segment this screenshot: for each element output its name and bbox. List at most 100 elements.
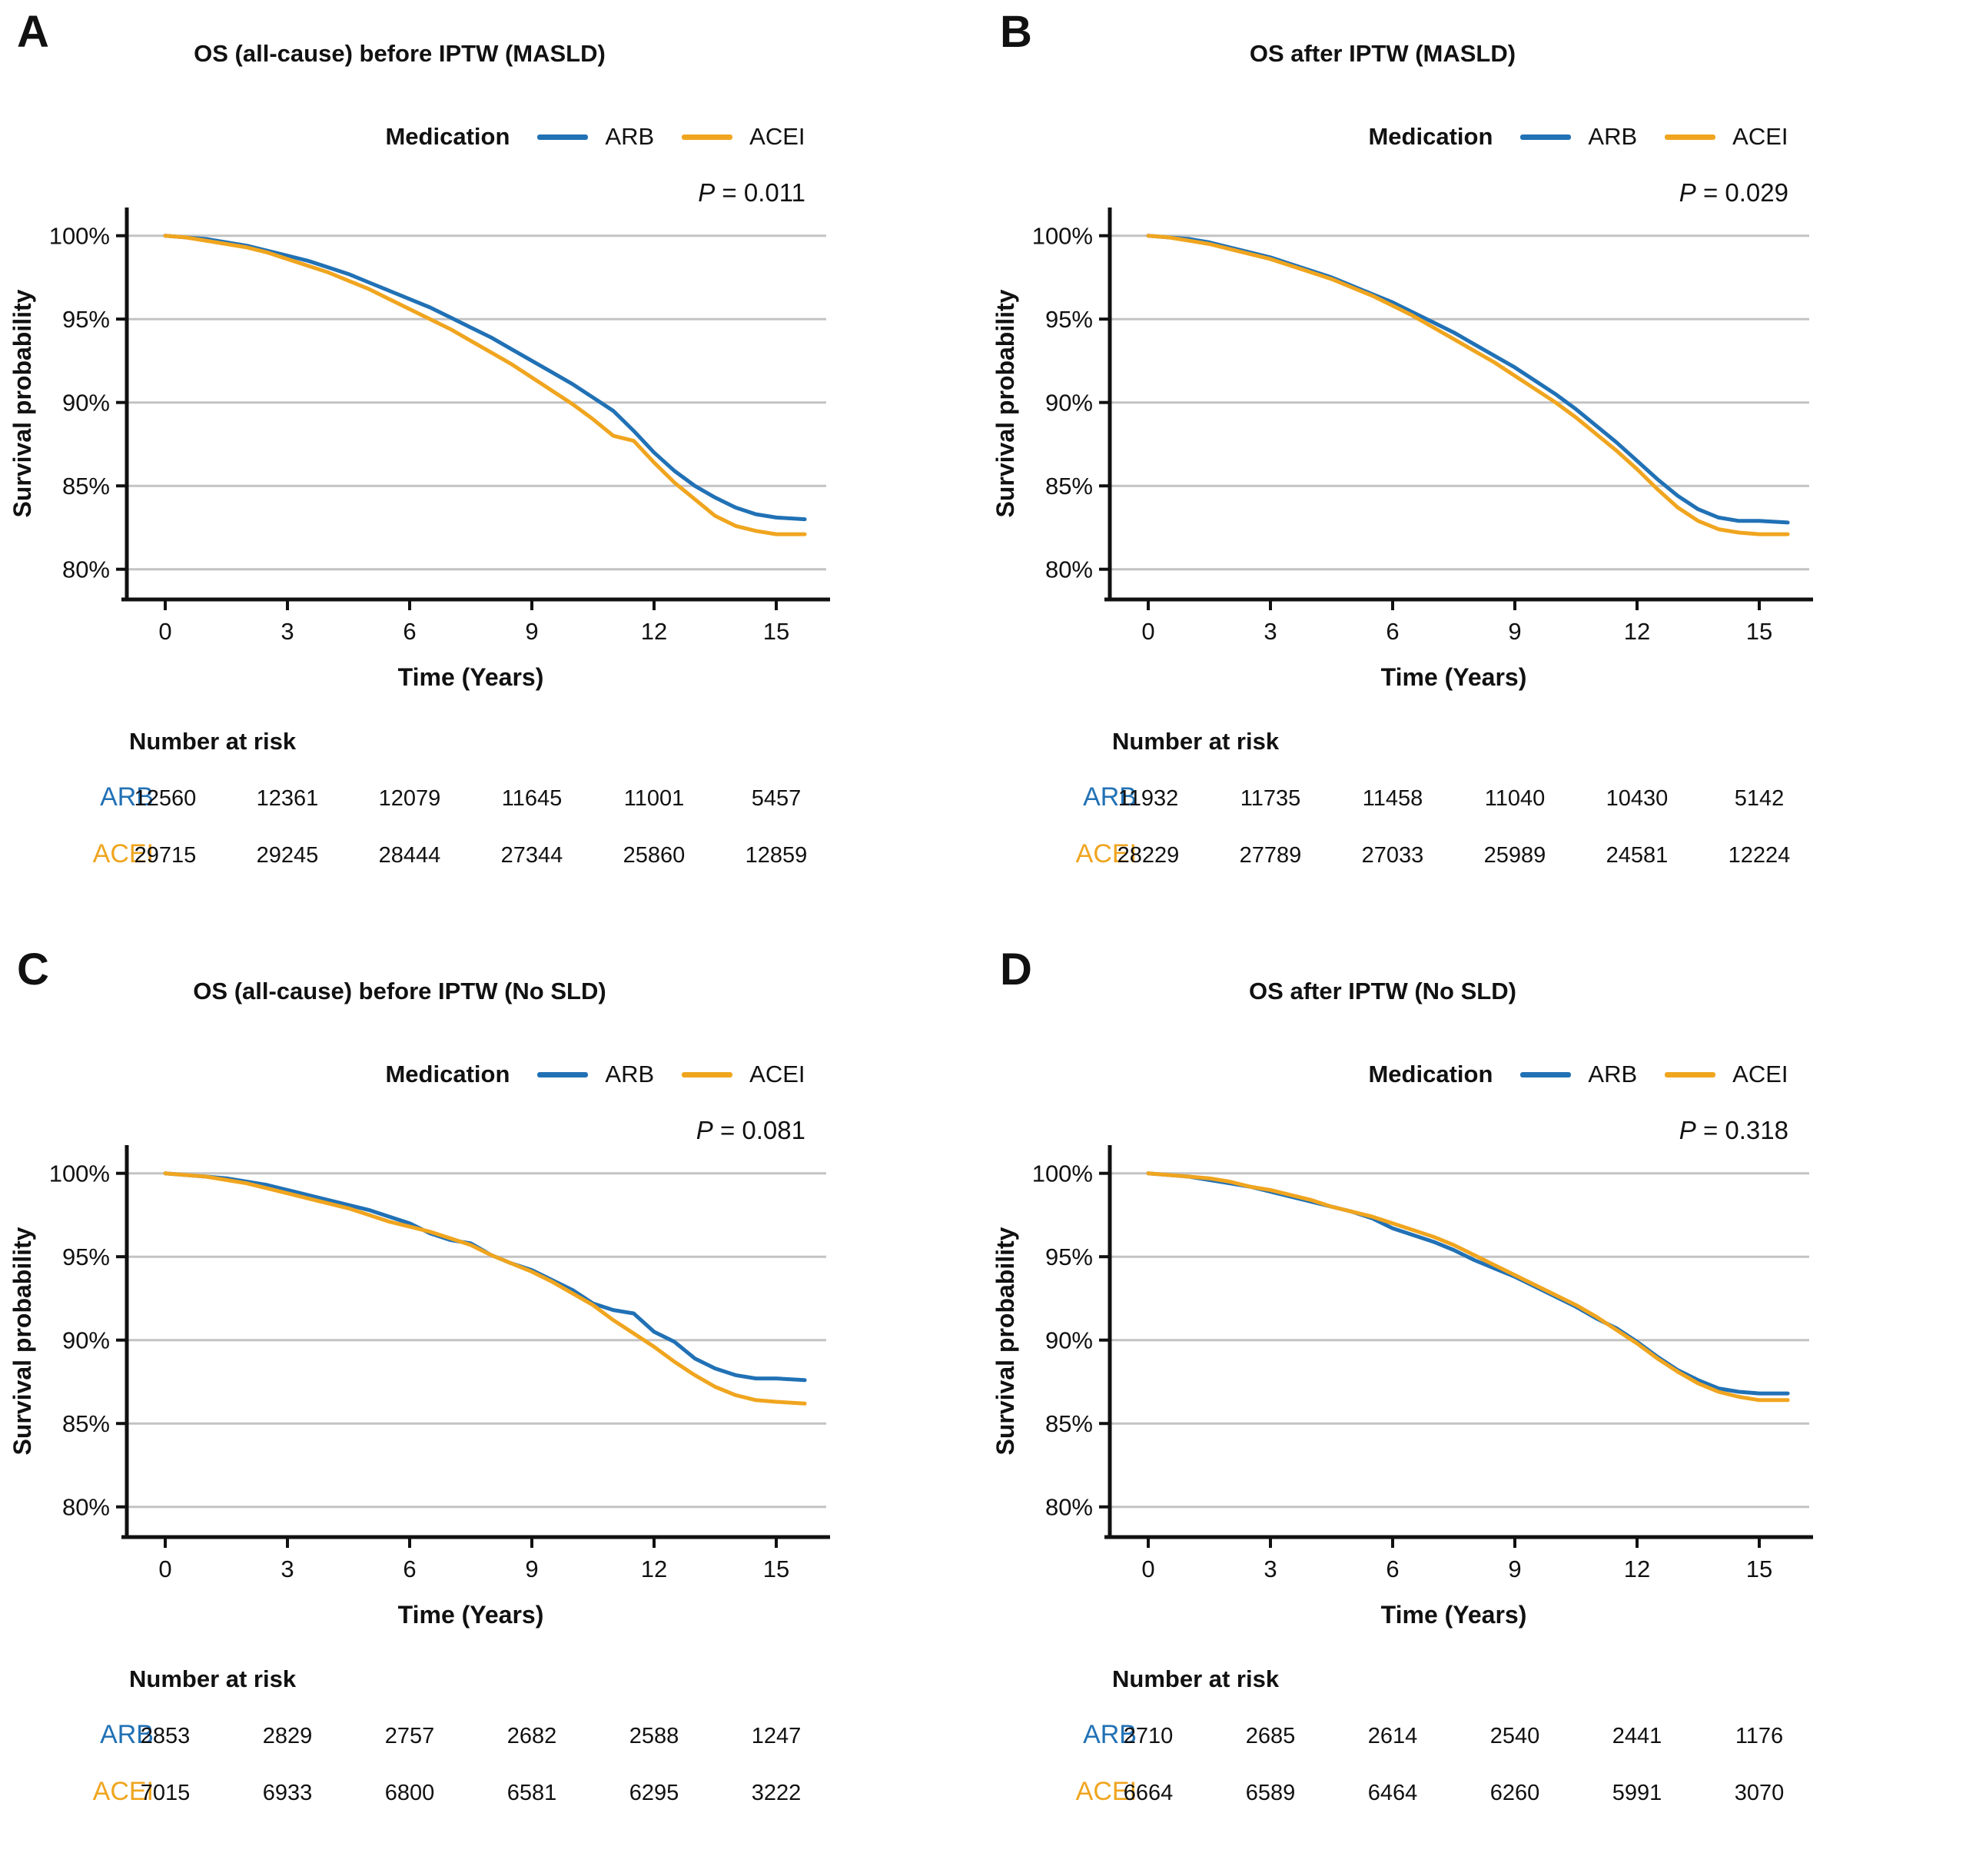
risk-count-acei-t12: 6295 <box>629 1781 679 1805</box>
risk-count-acei-t15: 12859 <box>746 843 808 868</box>
risk-count-arb-t0: 2853 <box>141 1724 191 1748</box>
y-tick-label: 85% <box>1045 473 1093 500</box>
x-axis-title: Time (Years) <box>398 1601 544 1629</box>
x-tick-label: 15 <box>1746 618 1772 645</box>
legend-item-acei: ACEI <box>682 123 805 151</box>
y-tick-label: 100% <box>49 223 110 250</box>
legend-label-acei: ACEI <box>1732 1061 1788 1087</box>
x-tick-label: 12 <box>641 1556 667 1582</box>
legend-item-arb: ARB <box>1520 1061 1637 1088</box>
risk-count-arb-t9: 2540 <box>1490 1724 1540 1748</box>
legend-label-arb: ARB <box>1588 1061 1638 1087</box>
y-axis-title: Survival probability <box>991 1227 1019 1455</box>
risk-count-arb-t12: 10430 <box>1606 786 1669 811</box>
y-tick-label: 80% <box>62 1494 110 1521</box>
risk-count-arb-t6: 2614 <box>1368 1724 1418 1748</box>
y-tick-label: 85% <box>62 1410 110 1437</box>
y-tick-label: 85% <box>62 473 110 500</box>
x-tick-label: 9 <box>525 1556 538 1582</box>
risk-count-arb-t15: 1247 <box>752 1724 802 1748</box>
legend-item-acei: ACEI <box>1665 1061 1788 1088</box>
acei-survival-curve <box>1146 234 1790 536</box>
risk-count-acei-t0: 28229 <box>1117 843 1180 868</box>
chart-title: OS (all-cause) before IPTW (No SLD) <box>193 978 606 1004</box>
risk-count-acei-t3: 29245 <box>257 843 319 868</box>
panel-letter: C <box>17 945 49 994</box>
risk-count-acei-t6: 6800 <box>385 1781 435 1805</box>
arb-survival-curve <box>1146 1171 1790 1396</box>
risk-count-acei-t12: 5991 <box>1612 1781 1662 1805</box>
risk-count-arb-t3: 2829 <box>263 1724 313 1748</box>
risk-table-title: Number at risk <box>1112 1665 1280 1692</box>
x-tick-label: 9 <box>1508 1556 1521 1582</box>
risk-row-label-arb: ARB <box>100 782 154 812</box>
y-tick-label: 90% <box>62 390 110 417</box>
y-tick-label: 80% <box>1045 1494 1093 1521</box>
medication-legend: Medication ARB ACEI <box>983 123 1966 151</box>
risk-table-title: Number at risk <box>1112 728 1280 755</box>
risk-count-arb-t6: 12079 <box>379 786 441 811</box>
legend-title: Medication <box>385 1061 510 1087</box>
risk-count-arb-t9: 2682 <box>507 1724 557 1748</box>
risk-row-label-arb: ARB <box>1083 1720 1137 1749</box>
y-tick-label: 80% <box>62 556 110 583</box>
medication-legend: Medication ARB ACEI <box>0 1061 983 1088</box>
risk-row-label-acei: ACEI <box>1076 1777 1137 1806</box>
risk-count-acei-t3: 6933 <box>263 1781 313 1805</box>
legend-label-arb: ARB <box>605 1061 655 1087</box>
arb-line-swatch <box>537 134 589 140</box>
acei-survival-curve <box>163 234 807 536</box>
panel-letter: A <box>17 7 49 57</box>
arb-line-swatch <box>1520 134 1572 140</box>
km-chart-d: 100% 95% 90% 85% 80% 0 3 6 9 12 15 Time (Years) Surv… <box>991 1116 1813 1806</box>
risk-table-title: Number at risk <box>129 1665 297 1692</box>
p-value: P = 0.011 <box>698 178 805 207</box>
risk-count-acei-t9: 6581 <box>507 1781 557 1805</box>
risk-count-acei-t9: 6260 <box>1490 1781 1540 1805</box>
km-chart-a: 100% 95% 90% 85% 80% 0 3 6 9 12 15 Time (Years) Surv… <box>8 178 830 868</box>
y-tick-label: 90% <box>1045 390 1093 417</box>
risk-count-arb-t3: 11735 <box>1240 786 1301 811</box>
x-tick-label: 15 <box>763 1556 789 1582</box>
legend-title: Medication <box>385 123 510 150</box>
y-tick-label: 85% <box>1045 1410 1093 1437</box>
x-tick-label: 12 <box>1624 1556 1650 1582</box>
risk-count-acei-t15: 12224 <box>1729 843 1791 868</box>
risk-count-arb-t12: 11001 <box>624 786 685 811</box>
x-tick-label: 3 <box>1264 618 1277 645</box>
y-tick-label: 95% <box>62 1243 110 1270</box>
risk-row-label-arb: ARB <box>100 1720 154 1749</box>
risk-count-acei-t15: 3070 <box>1735 1781 1785 1805</box>
y-tick-label: 90% <box>1045 1327 1093 1354</box>
risk-row-label-arb: ARB <box>1083 782 1137 812</box>
acei-survival-curve <box>1146 1171 1790 1403</box>
x-tick-label: 9 <box>1508 618 1521 645</box>
risk-row-label-acei: ACEI <box>93 839 154 868</box>
risk-count-acei-t12: 24581 <box>1606 843 1669 868</box>
risk-count-arb-t0: 2710 <box>1124 1724 1174 1748</box>
y-tick-label: 95% <box>1045 1243 1093 1270</box>
risk-row-label-acei: ACEI <box>1076 839 1137 868</box>
risk-count-arb-t12: 2441 <box>1612 1724 1662 1748</box>
arb-line-swatch <box>1520 1071 1572 1077</box>
x-tick-label: 0 <box>158 618 171 645</box>
risk-count-acei-t12: 25860 <box>623 843 686 868</box>
y-tick-label: 90% <box>62 1327 110 1354</box>
x-tick-label: 3 <box>281 1556 294 1582</box>
risk-count-arb-t0: 11932 <box>1118 786 1179 811</box>
legend-title: Medication <box>1368 1061 1493 1087</box>
y-tick-label: 95% <box>1045 306 1093 333</box>
legend-label-acei: ACEI <box>749 1061 805 1087</box>
legend-title: Medication <box>1368 123 1493 150</box>
legend-item-arb: ARB <box>537 123 654 151</box>
risk-count-arb-t0: 12560 <box>134 786 197 811</box>
p-value: P = 0.081 <box>696 1116 805 1144</box>
chart-title: OS after IPTW (MASLD) <box>1249 40 1516 67</box>
risk-count-acei-t3: 6589 <box>1246 1781 1296 1805</box>
p-value: P = 0.318 <box>1679 1116 1788 1144</box>
risk-count-acei-t9: 25989 <box>1484 843 1546 868</box>
acei-line-swatch <box>1665 1071 1716 1077</box>
arb-survival-curve <box>163 234 807 522</box>
chart-title: OS (all-cause) before IPTW (MASLD) <box>194 40 606 67</box>
risk-count-arb-t3: 12361 <box>257 786 319 811</box>
